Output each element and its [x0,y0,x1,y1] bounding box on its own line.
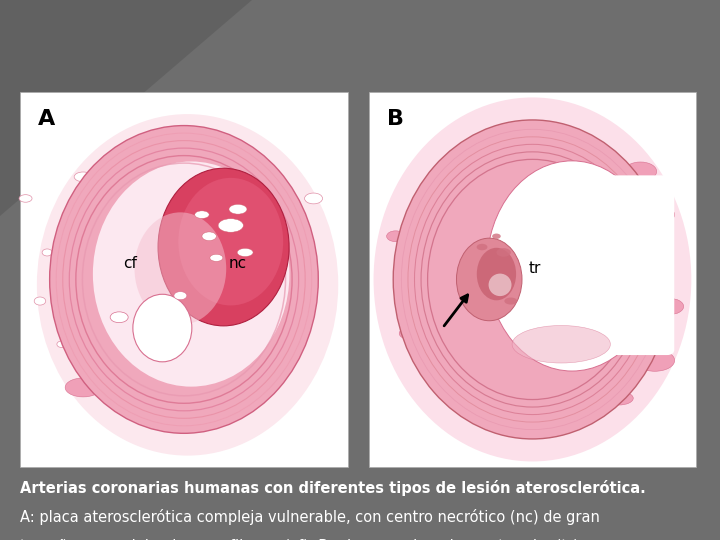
Ellipse shape [624,162,657,181]
Ellipse shape [179,178,283,306]
Text: A: placa aterosclerótica compleja vulnerable, con centro necrótico (nc) de gran: A: placa aterosclerótica compleja vulner… [20,509,600,525]
FancyBboxPatch shape [528,176,675,355]
Ellipse shape [393,120,672,439]
Ellipse shape [194,211,209,218]
Ellipse shape [57,341,66,348]
Text: cf: cf [123,256,137,271]
Text: tr: tr [528,261,541,276]
Ellipse shape [148,394,162,402]
Ellipse shape [191,156,207,165]
Ellipse shape [512,326,611,363]
Ellipse shape [238,248,253,256]
Ellipse shape [504,298,518,305]
Ellipse shape [649,207,675,222]
Text: A: A [38,109,55,129]
Polygon shape [0,0,252,216]
Ellipse shape [50,126,318,433]
Text: Arterias coronarias humanas con diferentes tipos de lesión aterosclerótica.: Arterias coronarias humanas con diferent… [20,480,646,496]
Ellipse shape [110,312,128,322]
Ellipse shape [93,161,289,387]
Ellipse shape [456,238,522,321]
Ellipse shape [206,391,235,406]
Ellipse shape [605,392,634,405]
Ellipse shape [174,292,187,300]
Text: tamaño y una delgada capa fibrosa (cf). B: placa erosionada con trombo (tr): tamaño y una delgada capa fibrosa (cf). … [20,539,579,540]
Ellipse shape [19,195,32,202]
Ellipse shape [119,378,133,387]
Ellipse shape [222,383,233,391]
Ellipse shape [210,254,223,261]
Ellipse shape [65,378,101,397]
Ellipse shape [63,210,76,219]
Ellipse shape [37,114,338,456]
Ellipse shape [492,233,501,239]
Ellipse shape [487,161,657,371]
Ellipse shape [477,248,516,300]
Ellipse shape [202,232,217,241]
Bar [369,92,696,467]
Ellipse shape [133,294,192,362]
Ellipse shape [305,193,323,204]
Ellipse shape [489,274,511,296]
Bar [20,92,348,467]
Ellipse shape [374,97,691,462]
Ellipse shape [655,298,684,314]
Ellipse shape [497,248,511,256]
Ellipse shape [635,350,675,372]
Ellipse shape [135,212,226,325]
Ellipse shape [387,231,405,241]
Ellipse shape [42,249,53,256]
Ellipse shape [301,319,312,326]
Ellipse shape [229,204,247,214]
Ellipse shape [34,297,45,305]
Ellipse shape [218,219,243,232]
Ellipse shape [158,168,289,326]
Ellipse shape [264,167,277,175]
Text: B: B [387,109,404,129]
Ellipse shape [477,244,487,251]
Ellipse shape [399,327,420,340]
Ellipse shape [74,172,92,181]
Text: nc: nc [229,256,247,271]
Ellipse shape [287,206,297,212]
